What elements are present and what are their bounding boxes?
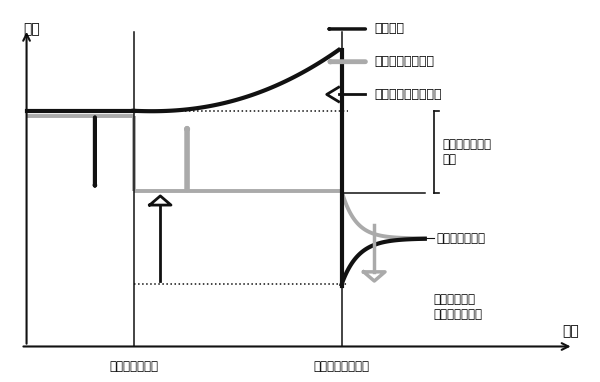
Text: 引き上げ実施時点: 引き上げ実施時点: [314, 359, 370, 372]
Text: アナウンス時点: アナウンス時点: [109, 359, 158, 372]
Text: 異時点間の代替効果: 異時点間の代替効果: [374, 88, 442, 101]
Text: 消費: 消費: [23, 23, 40, 36]
Text: 備蓄不可能な
非耐久財の消費: 備蓄不可能な 非耐久財の消費: [434, 293, 483, 321]
Text: 時点間の裁定効果: 時点間の裁定効果: [374, 55, 434, 68]
Text: 長期的な消費の
低下: 長期的な消費の 低下: [443, 138, 491, 166]
Text: 時点: 時点: [563, 324, 580, 338]
Text: 観察される消費: 観察される消費: [437, 232, 486, 245]
Text: 所得効果: 所得効果: [374, 23, 404, 36]
